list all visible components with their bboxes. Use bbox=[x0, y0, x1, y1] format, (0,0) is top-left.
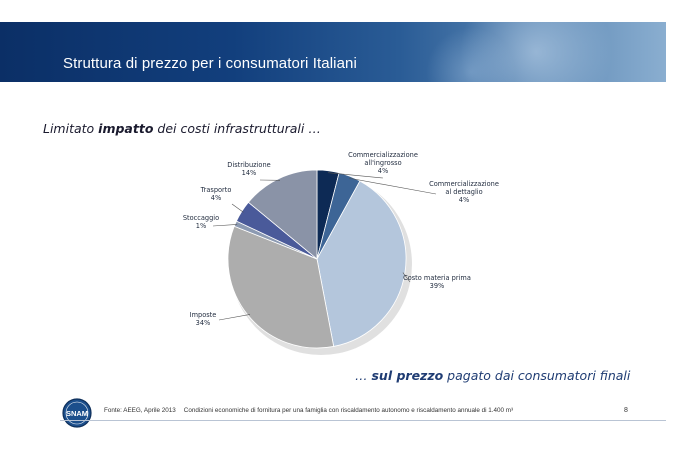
slice-percent: 14% bbox=[242, 169, 257, 177]
slice-name: Imposte bbox=[190, 311, 217, 319]
subtitle-bold: impatto bbox=[98, 121, 154, 136]
tagline-start: … bbox=[355, 368, 372, 383]
subtitle-end: dei costi infrastrutturali … bbox=[153, 121, 321, 136]
slice-percent: 1% bbox=[196, 222, 206, 230]
slice-percent: 4% bbox=[378, 167, 388, 175]
slice-name: al dettaglio bbox=[445, 188, 482, 196]
slice-name: all'ingrosso bbox=[364, 159, 401, 167]
leader-line bbox=[218, 314, 251, 321]
leader-line bbox=[402, 272, 411, 283]
slice-label: Distribuzione 14% bbox=[227, 161, 270, 177]
tagline-bold: sul prezzo bbox=[371, 368, 444, 383]
source-label: Fonte: AEEG, Aprile 2013 bbox=[104, 407, 176, 414]
slice-percent: 34% bbox=[196, 319, 211, 327]
slice-label: Trasporto 4% bbox=[200, 186, 232, 202]
footer-source: Fonte: AEEG, Aprile 2013 Condizioni econo… bbox=[104, 407, 513, 414]
leader-line bbox=[212, 224, 238, 227]
pie-slice-distribuzione bbox=[247, 169, 318, 260]
slice-label: Commercializzazione all'ingrosso 4% bbox=[348, 151, 418, 175]
pie-slice-costo-materia-prima bbox=[316, 180, 407, 347]
slide-subtitle: Limitato impatto dei costi infrastruttur… bbox=[43, 121, 321, 136]
slice-name: Costo materia prima bbox=[403, 274, 471, 282]
logo-text: SNAM bbox=[66, 409, 88, 418]
slice-label: Costo materia prima 39% bbox=[403, 274, 471, 290]
snam-logo: SNAM bbox=[62, 398, 92, 428]
slice-label: Imposte 34% bbox=[190, 311, 217, 327]
slice-percent: 39% bbox=[430, 282, 445, 290]
header-decoration bbox=[446, 22, 626, 82]
slice-name: Distribuzione bbox=[227, 161, 270, 169]
tagline-end: pagato dai consumatori finali bbox=[443, 368, 631, 383]
slide-tagline: … sul prezzo pagato dai consumatori fina… bbox=[355, 368, 630, 383]
slice-name: Trasporto bbox=[200, 186, 232, 194]
footer-divider bbox=[60, 420, 666, 421]
slice-percent: 4% bbox=[211, 194, 221, 202]
slide-title: Struttura di prezzo per i consumatori It… bbox=[63, 55, 357, 72]
leader-line bbox=[348, 177, 437, 195]
slide-header: Struttura di prezzo per i consumatori It… bbox=[0, 22, 666, 82]
slice-label: Commercializzazione al dettaglio 4% bbox=[429, 180, 499, 204]
slice-percent: 4% bbox=[459, 196, 469, 204]
leader-line bbox=[327, 172, 384, 179]
slice-name: Commercializzazione bbox=[429, 180, 499, 188]
subtitle-start: Limitato bbox=[43, 121, 99, 136]
slice-name: Commercializzazione bbox=[348, 151, 418, 159]
pie-slice-imposte bbox=[227, 225, 335, 349]
leader-line bbox=[231, 203, 244, 213]
slice-label: Stoccaggio 1% bbox=[183, 214, 219, 230]
page-number: 8 bbox=[624, 407, 628, 414]
slice-name: Stoccaggio bbox=[183, 214, 219, 222]
source-detail: Condizioni economiche di fornitura per u… bbox=[183, 407, 514, 414]
